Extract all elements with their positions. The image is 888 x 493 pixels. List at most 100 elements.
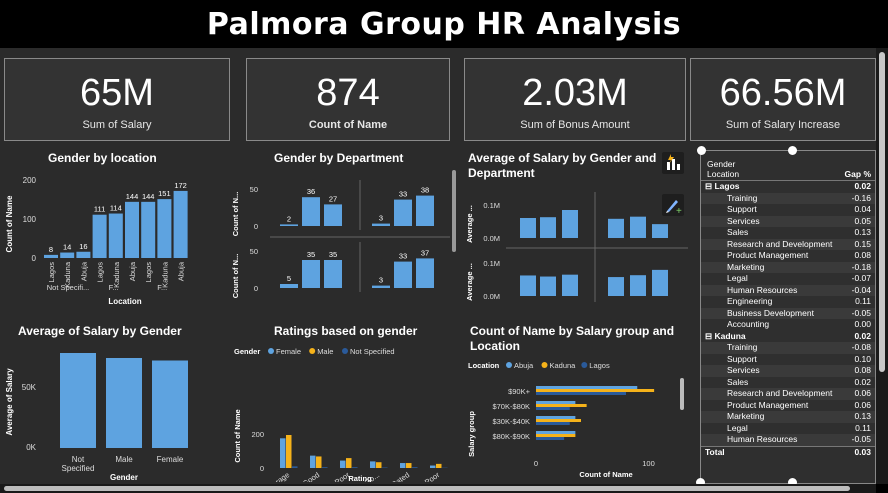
bar [536,416,576,419]
matrix-row[interactable]: Product Management 0.08 [701,250,875,262]
bar [372,285,390,288]
data-label: 144 [126,192,139,201]
matrix-row[interactable]: Training -0.16 [701,192,875,204]
bar [322,467,328,468]
matrix-row[interactable]: Business Development -0.05 [701,307,875,319]
y-axis-label: Count of Name [233,409,242,462]
kpi-card-salary-increase[interactable]: 66.56M Sum of Salary Increase [690,58,876,141]
resize-handle[interactable] [696,478,705,487]
x-tick-label: Average [263,470,291,482]
matrix-row[interactable]: Human Resources -0.05 [701,434,875,446]
matrix-group-row[interactable]: ⊟ Lagos 0.02 [701,181,875,193]
matrix-row[interactable]: Human Resources -0.04 [701,284,875,296]
page-horizontal-scrollbar[interactable] [0,484,876,493]
matrix-row-value: -0.16 [851,192,871,203]
dept-chart-scrollbar[interactable] [452,170,456,252]
resize-handle[interactable] [788,478,797,487]
x-tick-label: Very Poor [409,470,442,482]
matrix-row[interactable]: Support 0.04 [701,204,875,216]
matrix-row-label: ⊟ Kaduna [705,330,746,341]
legend-label: Female [276,347,301,356]
y-tick-label: 0 [260,464,264,473]
y-axis-label: Average ... [465,263,474,301]
y-axis-label: Count of N... [231,192,240,237]
scroll-thumb[interactable] [4,486,850,491]
x-axis-label: Count of Name [579,470,632,479]
bar [400,463,406,468]
data-label: 172 [174,181,187,190]
bar [280,284,298,288]
y-axis-label: Salary group [467,411,476,457]
matrix-total-row[interactable]: Total 0.03 [701,445,875,458]
scroll-thumb[interactable] [879,52,885,372]
matrix-col-gap[interactable]: Gap % [844,169,871,179]
drill-chart-icon[interactable] [662,152,684,174]
matrix-group-row[interactable]: ⊟ Kaduna 0.02 [701,331,875,343]
matrix-row[interactable]: Marketing -0.18 [701,261,875,273]
x-axis-label: Rating [348,474,372,482]
y-tick-label: 200 [23,176,37,185]
bar [60,252,75,258]
matrix-row[interactable]: Marketing 0.13 [701,411,875,423]
matrix-row[interactable]: Legal -0.07 [701,273,875,285]
matrix-row-value: -0.05 [851,434,871,444]
x-tick-label: Not [72,455,85,464]
page-vertical-scrollbar[interactable] [876,48,888,484]
x-tick-label: Abuja [177,261,186,281]
matrix-row[interactable]: Accounting 0.00 [701,319,875,331]
salary-chart-scrollbar[interactable] [680,378,684,410]
bar [302,260,320,288]
matrix-row-value: 0.13 [854,411,871,421]
matrix-row-value: -0.18 [851,261,871,272]
resize-handle[interactable] [788,146,797,155]
kpi-label: Count of Name [308,119,388,131]
salary-group-location-chart[interactable]: Location Abuja Kaduna Lagos Salary group $90K… [464,354,696,482]
matrix-row[interactable]: Legal 0.11 [701,423,875,435]
legend-label: Kaduna [550,361,577,370]
legend-title: Gender [234,347,260,356]
matrix-row-value: 0.08 [854,365,871,375]
format-brush-icon[interactable]: + [662,194,684,217]
bar [536,431,576,434]
matrix-row[interactable]: Services 0.05 [701,215,875,227]
matrix-row-label: Sales [727,227,749,237]
matrix-row[interactable]: Services 0.08 [701,365,875,377]
matrix-row[interactable]: Product Management 0.06 [701,400,875,412]
matrix-row[interactable]: Sales 0.13 [701,227,875,239]
bar [536,389,655,392]
bar [536,437,565,440]
bar [286,435,292,468]
matrix-row[interactable]: Sales 0.02 [701,377,875,389]
resize-handle[interactable] [697,146,706,155]
matrix-row[interactable]: Training -0.08 [701,342,875,354]
matrix-row-value: 0.06 [854,388,871,398]
matrix-row[interactable]: Research and Development 0.15 [701,238,875,250]
matrix-row-label: Engineering [727,296,773,306]
ratings-gender-chart[interactable]: Gender Female Male Not Specified Count of Na… [230,340,462,482]
x-tick-label: Abuja [79,261,88,281]
matrix-row[interactable]: Research and Development 0.06 [701,388,875,400]
legend-label: Not Specified [350,347,395,356]
legend-swatch [342,348,348,354]
gender-location-chart[interactable]: 200 100 0 Count of Name 8 Lagos 14 Kaduna 16 Abuj… [0,166,215,314]
legend-swatch [541,362,548,368]
kpi-card-bonus[interactable]: 2.03M Sum of Bonus Amount [464,58,686,141]
kpi-card-count[interactable]: 874 Count of Name [246,58,450,141]
bar [562,210,578,238]
matrix-row[interactable]: Support 0.10 [701,354,875,366]
bar [340,460,346,468]
avg-salary-gender-dept-chart[interactable]: Average ... 0.1M 0.0M Average ... 0.1M 0.0M [462,188,694,308]
gap-matrix[interactable]: Gender Location Gap % ⊟ Lagos 0.02 Trainin… [700,150,876,484]
kpi-card-salary[interactable]: 65M Sum of Salary [4,58,230,141]
legend-label: Abuja [514,361,534,370]
matrix-row[interactable]: Engineering 0.11 [701,296,875,308]
bar [630,275,646,296]
matrix-row-label: Training [727,192,758,203]
bar [430,465,436,468]
y-axis-label: Count of N... [231,254,240,299]
bar [520,218,536,238]
bar [324,204,342,226]
y-tick-label: 0 [254,222,258,231]
